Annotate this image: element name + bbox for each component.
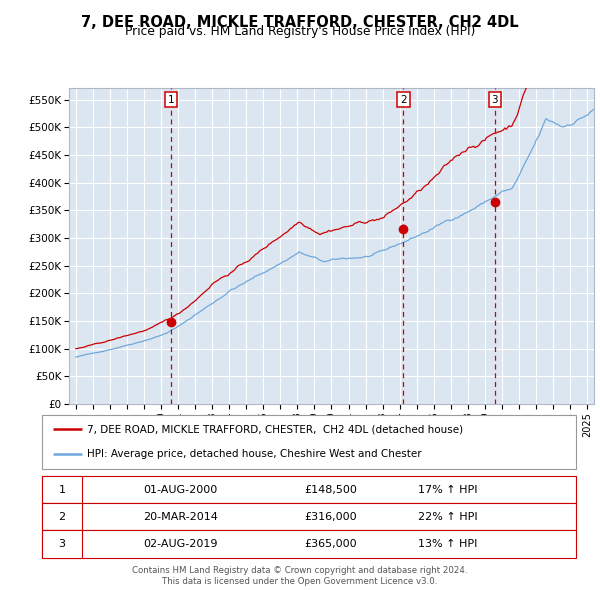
Text: £148,500: £148,500 [304,485,357,494]
Text: 02-AUG-2019: 02-AUG-2019 [143,539,218,549]
FancyBboxPatch shape [42,503,576,530]
Text: 3: 3 [491,94,498,104]
Text: Contains HM Land Registry data © Crown copyright and database right 2024.: Contains HM Land Registry data © Crown c… [132,566,468,575]
Text: 13% ↑ HPI: 13% ↑ HPI [418,539,478,549]
Text: £365,000: £365,000 [304,539,356,549]
FancyBboxPatch shape [42,476,82,503]
FancyBboxPatch shape [42,530,82,558]
Text: 2: 2 [400,94,407,104]
Text: 7, DEE ROAD, MICKLE TRAFFORD, CHESTER, CH2 4DL: 7, DEE ROAD, MICKLE TRAFFORD, CHESTER, C… [81,15,519,30]
Text: £316,000: £316,000 [304,512,356,522]
FancyBboxPatch shape [42,503,82,530]
FancyBboxPatch shape [42,476,576,503]
Text: 22% ↑ HPI: 22% ↑ HPI [418,512,478,522]
Text: 7, DEE ROAD, MICKLE TRAFFORD, CHESTER,  CH2 4DL (detached house): 7, DEE ROAD, MICKLE TRAFFORD, CHESTER, C… [88,424,464,434]
Text: 17% ↑ HPI: 17% ↑ HPI [418,485,478,494]
Text: Price paid vs. HM Land Registry's House Price Index (HPI): Price paid vs. HM Land Registry's House … [125,25,475,38]
Text: 2: 2 [58,512,65,522]
Text: 3: 3 [59,539,65,549]
FancyBboxPatch shape [42,530,576,558]
Text: 20-MAR-2014: 20-MAR-2014 [143,512,218,522]
FancyBboxPatch shape [42,415,576,469]
Text: HPI: Average price, detached house, Cheshire West and Chester: HPI: Average price, detached house, Ches… [88,450,422,460]
Text: 01-AUG-2000: 01-AUG-2000 [144,485,218,494]
Text: 1: 1 [59,485,65,494]
Text: This data is licensed under the Open Government Licence v3.0.: This data is licensed under the Open Gov… [163,577,437,586]
Text: 1: 1 [167,94,174,104]
